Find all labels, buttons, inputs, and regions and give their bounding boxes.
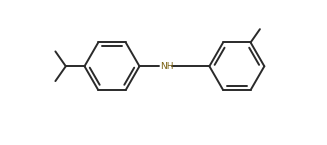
Text: NH: NH xyxy=(160,62,174,71)
